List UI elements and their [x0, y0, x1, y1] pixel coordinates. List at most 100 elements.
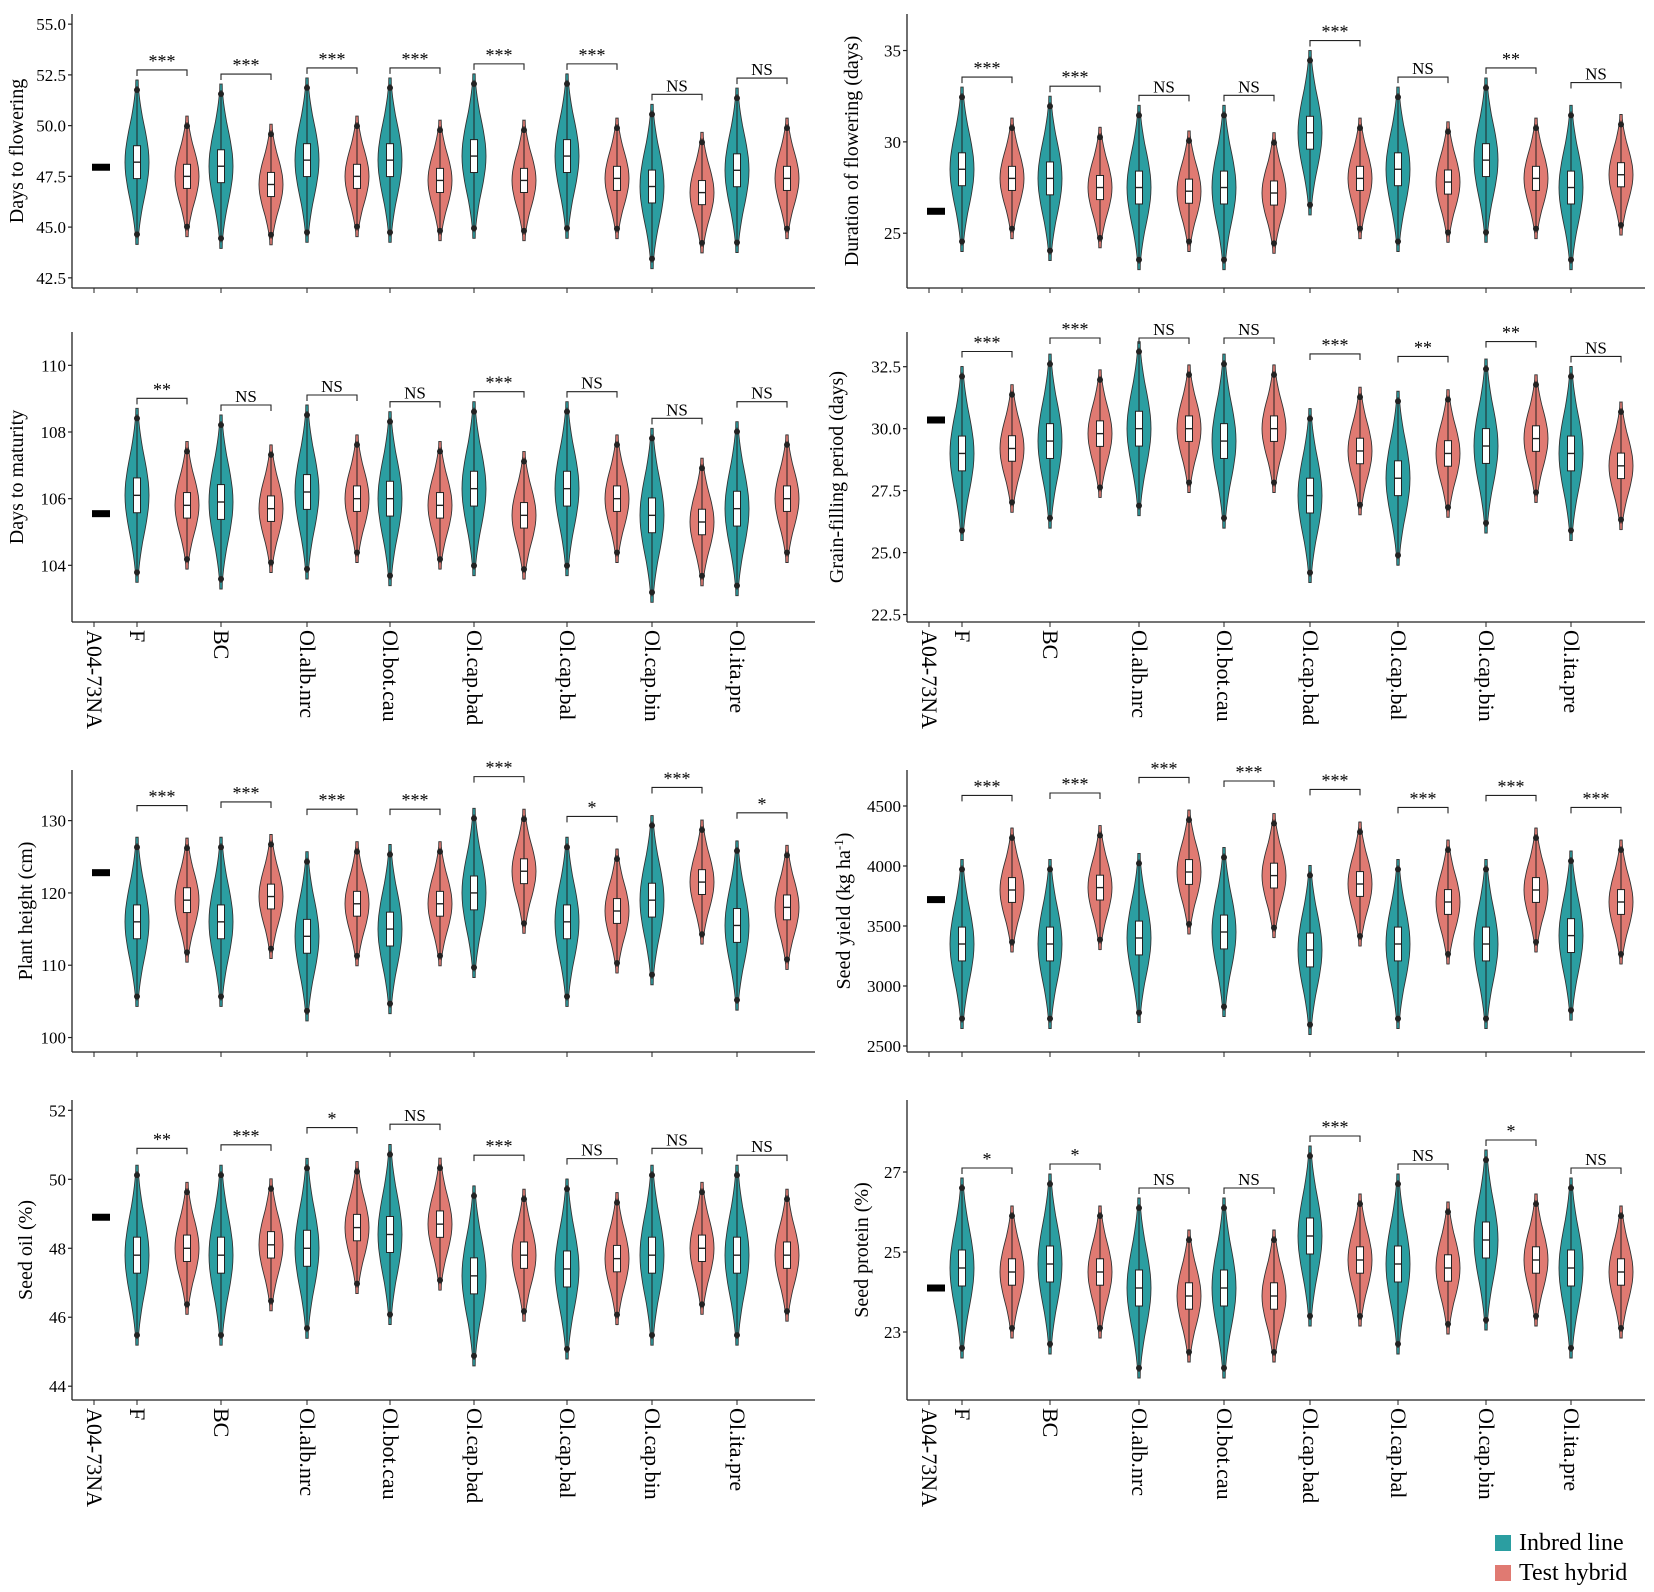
outlier-inbred — [1136, 348, 1142, 355]
outlier-hybrid — [1097, 1325, 1103, 1331]
significance-label: *** — [1498, 776, 1525, 796]
significance-label: *** — [1322, 335, 1349, 355]
significance-label: NS — [1412, 59, 1434, 78]
check-marker — [92, 1213, 110, 1221]
outlier-hybrid — [1618, 409, 1624, 416]
outlier-inbred — [1307, 1313, 1313, 1319]
significance-bracket — [736, 1154, 788, 1162]
outlier-inbred — [649, 255, 655, 262]
outlier-inbred — [1221, 1205, 1227, 1211]
significance-bracket — [1138, 1187, 1190, 1194]
significance-bracket — [136, 1147, 188, 1155]
legend-swatch-inbred — [1495, 1535, 1511, 1551]
significance-label: NS — [666, 1130, 688, 1149]
check-marker — [927, 416, 945, 424]
significance-label: NS — [1238, 320, 1260, 339]
outlier-inbred — [1395, 552, 1401, 559]
significance-bracket — [306, 394, 358, 401]
outlier-hybrid — [1186, 137, 1192, 144]
check-marker — [927, 896, 945, 904]
outlier-inbred — [959, 94, 965, 101]
outlier-inbred — [1136, 860, 1142, 867]
x-tick-label: Ol.alb.nrc — [295, 630, 320, 718]
outlier-hybrid — [1097, 484, 1103, 491]
outlier-inbred — [304, 84, 310, 91]
outlier-inbred — [649, 589, 655, 596]
significance-bracket — [389, 1123, 441, 1131]
y-axis-label-end: ) — [833, 833, 855, 840]
y-tick-label: 52.5 — [36, 66, 66, 85]
significance-label: *** — [1062, 774, 1089, 794]
outlier-inbred — [1047, 1015, 1053, 1022]
significance-bracket — [1397, 1163, 1449, 1170]
significance-bracket — [1049, 85, 1101, 93]
outlier-inbred — [1483, 1015, 1489, 1022]
y-tick-label: 108 — [41, 423, 67, 442]
outlier-hybrid — [437, 952, 443, 959]
outlier-inbred — [1395, 866, 1401, 873]
outlier-hybrid — [521, 816, 527, 823]
panel-5: 2500 3000 3500 4000 4500 Seed yield (kg ha-1)… — [831, 758, 1645, 1057]
y-tick-label: 45.0 — [36, 218, 66, 237]
outlier-hybrid — [699, 827, 705, 834]
outlier-hybrid — [1357, 225, 1363, 232]
outlier-inbred — [1483, 520, 1489, 527]
outlier-inbred — [1047, 1341, 1053, 1347]
outlier-inbred — [734, 428, 740, 435]
significance-label: NS — [404, 1106, 426, 1125]
y-tick-label: 4500 — [867, 797, 901, 816]
significance-label: *** — [1322, 1117, 1349, 1137]
outlier-inbred — [387, 229, 393, 236]
outlier-inbred — [471, 562, 477, 569]
outlier-inbred — [1568, 373, 1574, 380]
outlier-inbred — [1307, 415, 1313, 422]
significance-label: *** — [1322, 770, 1349, 790]
significance-label: *** — [149, 787, 176, 807]
outlier-hybrid — [1618, 222, 1624, 229]
significance-bracket — [651, 1147, 703, 1155]
outlier-inbred — [734, 239, 740, 246]
legend: Inbred line Test hybrid — [1495, 1528, 1645, 1588]
significance-bracket — [473, 776, 525, 783]
outlier-hybrid — [1271, 371, 1277, 378]
significance-bracket — [1485, 341, 1537, 348]
outlier-hybrid — [699, 139, 705, 146]
outlier-hybrid — [1009, 125, 1015, 132]
y-tick-label: 25 — [884, 1243, 901, 1262]
significance-label: *** — [1410, 788, 1437, 808]
outlier-inbred — [471, 408, 477, 415]
x-tick-label: Ol.ita.pre — [725, 630, 750, 713]
outlier-inbred — [1136, 1009, 1142, 1016]
outlier-inbred — [218, 993, 224, 1000]
x-tick-label: Ol.ita.pre — [725, 1408, 750, 1491]
y-tick-label: 100 — [41, 1029, 67, 1048]
outlier-hybrid — [614, 1199, 620, 1206]
outlier-hybrid — [1357, 933, 1363, 940]
significance-label: NS — [751, 384, 773, 403]
x-tick-label: Ol.cap.bal — [555, 630, 580, 720]
significance-bracket — [136, 397, 188, 405]
significance-label: NS — [321, 377, 343, 396]
x-tick-label: Ol.cap.bal — [555, 1408, 580, 1498]
x-tick-label: Ol.cap.bad — [462, 1408, 487, 1503]
outlier-inbred — [471, 964, 477, 971]
outlier-inbred — [649, 822, 655, 829]
outlier-hybrid — [784, 441, 790, 448]
significance-bracket — [220, 801, 272, 808]
outlier-hybrid — [1186, 1237, 1192, 1243]
outlier-inbred — [1136, 1365, 1142, 1371]
outlier-inbred — [218, 91, 224, 98]
outlier-inbred — [387, 851, 393, 858]
significance-bracket — [220, 404, 272, 411]
outlier-hybrid — [1186, 371, 1192, 378]
outlier-inbred — [1568, 112, 1574, 119]
outlier-inbred — [734, 997, 740, 1004]
outlier-inbred — [1221, 361, 1227, 368]
y-tick-label: 104 — [41, 556, 67, 575]
outlier-hybrid — [1445, 1209, 1451, 1215]
outlier-hybrid — [437, 848, 443, 855]
significance-bracket — [1570, 355, 1622, 363]
outlier-hybrid — [1445, 1321, 1451, 1327]
outlier-hybrid — [699, 1301, 705, 1308]
